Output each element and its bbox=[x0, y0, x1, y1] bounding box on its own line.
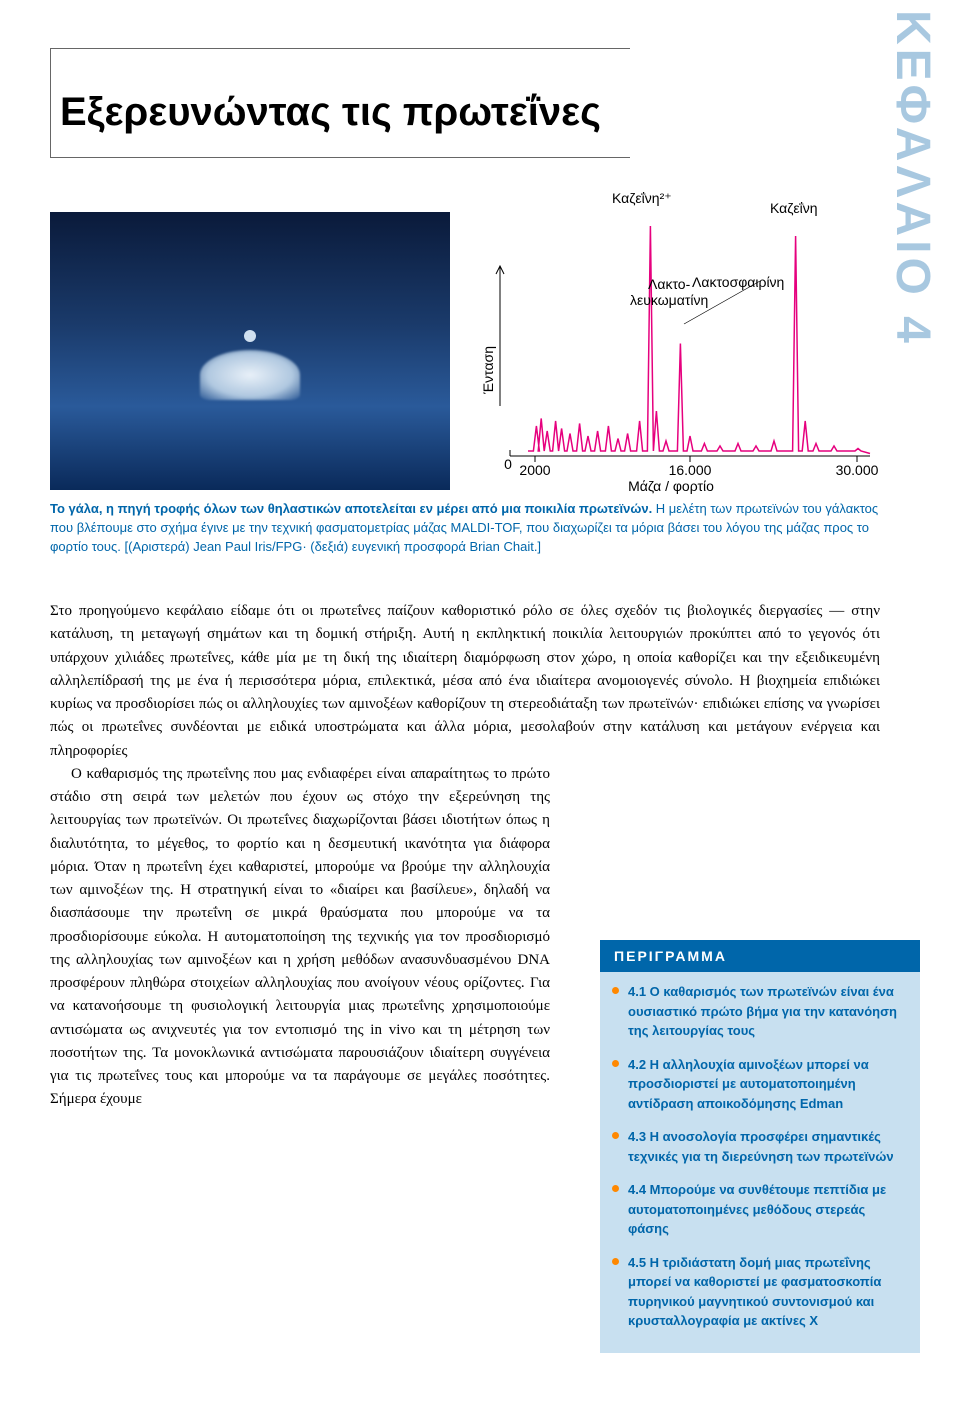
page-title: Εξερευνώντας τις πρωτεΐνες bbox=[60, 90, 601, 135]
outline-box: ΠΕΡΙΓΡΑΜΜΑ 4.1 Ο καθαρισμός των πρωτεϊνώ… bbox=[600, 940, 920, 1353]
mass-spectrum-chart: 0 2000 16.000 30.000 Μάζα / φορτίο Έντασ… bbox=[462, 166, 880, 492]
outline-item-1: 4.1 Ο καθαρισμός των πρωτεϊνών είναι ένα… bbox=[600, 972, 920, 1045]
body-p2: Ο καθαρισμός της πρωτεΐνης που μας ενδια… bbox=[50, 763, 550, 1112]
y-axis-label: Ένταση bbox=[480, 346, 496, 394]
body-p1: Στο προηγούμενο κεφάλαιο είδαμε ότι οι π… bbox=[50, 600, 880, 763]
xtick-0: 0 bbox=[504, 456, 512, 472]
xtick-16000: 16.000 bbox=[669, 462, 712, 478]
x-axis-label: Μάζα / φορτίο bbox=[628, 478, 714, 494]
xtick-2000: 2000 bbox=[519, 462, 550, 478]
chapter-label: ΚΕΦΑΛΑΙΟ 4 bbox=[885, 10, 940, 347]
outline-item-3: 4.3 Η ανοσολογία προσφέρει σημαντικές τε… bbox=[600, 1117, 920, 1170]
milk-splash-photo bbox=[50, 212, 450, 490]
outline-item-2: 4.2 Η αλληλουχία αμινοξέων μπορεί να προ… bbox=[600, 1045, 920, 1118]
outline-header: ΠΕΡΙΓΡΑΜΜΑ bbox=[600, 940, 920, 972]
caption-lead: Το γάλα, η πηγή τροφής όλων των θηλαστικ… bbox=[50, 501, 652, 516]
peak-label-casein2plus: Καζεΐνη²⁺ bbox=[612, 190, 672, 207]
outline-item-5: 4.5 Η τριδιάστατη δομή μιας πρωτεΐνης μπ… bbox=[600, 1243, 920, 1335]
xtick-30000: 30.000 bbox=[836, 462, 879, 478]
figure-caption: Το γάλα, η πηγή τροφής όλων των θηλαστικ… bbox=[50, 500, 880, 557]
peak-label-lactoferrin: Λακτοσφαιρίνη bbox=[692, 274, 784, 290]
peak-label-casein: Καζεΐνη bbox=[770, 200, 818, 216]
outline-item-4: 4.4 Μπορούμε να συνθέτουμε πεπτίδια με α… bbox=[600, 1170, 920, 1243]
